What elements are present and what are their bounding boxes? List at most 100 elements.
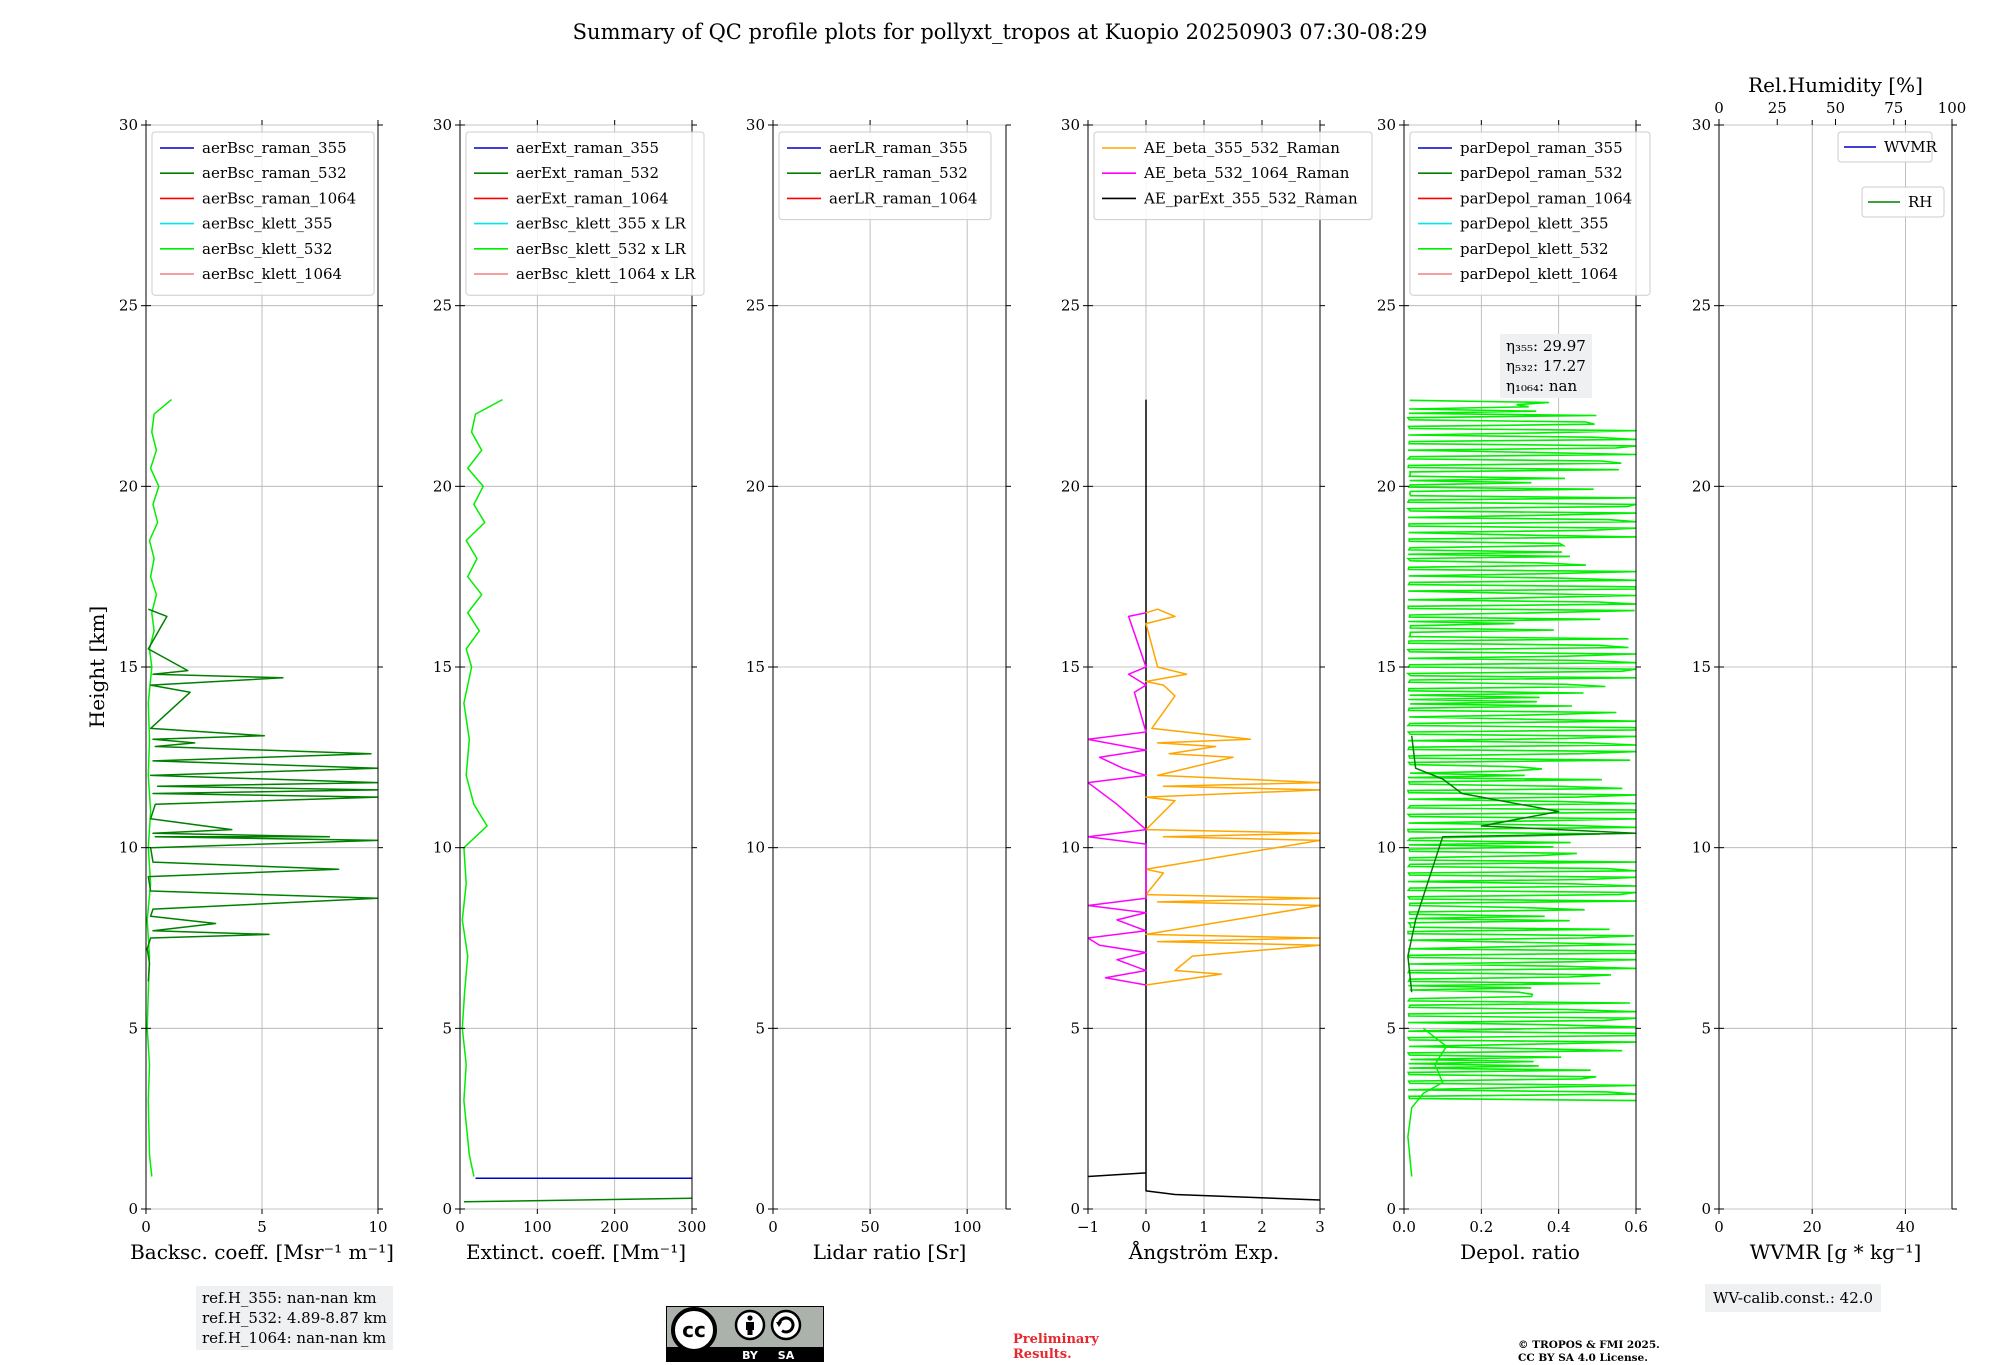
y-tick-label: 5 <box>128 1019 138 1037</box>
y-tick-label: 20 <box>1692 477 1711 495</box>
y-tick-label: 25 <box>119 297 138 315</box>
legend: parDepol_raman_355 parDepol_raman_532 parD… <box>1409 131 1651 296</box>
legend-label-aerLR_raman_1064: aerLR_raman_1064 <box>829 189 977 207</box>
series-line-parDepol_klett_532-layers <box>1405 399 1636 1102</box>
legend-label-parDepol_raman_532: parDepol_raman_532 <box>1460 164 1623 182</box>
preliminary-line-2: Results. <box>1013 1347 1072 1362</box>
legend-label-aerBsc_klett_355 x LR: aerBsc_klett_355 x LR <box>516 215 687 233</box>
legend-label-aerBsc_klett_532: aerBsc_klett_532 <box>202 240 333 258</box>
y-tick-label: 20 <box>119 477 138 495</box>
y-tick-label: 5 <box>1386 1019 1396 1037</box>
legend-box-WVMR: WVMR <box>1837 131 1938 163</box>
y-tick-label: 15 <box>746 658 765 676</box>
legend-label-aerExt_raman_355: aerExt_raman_355 <box>516 139 659 157</box>
x-axis-label: Backsc. coeff. [Msr⁻¹ m⁻¹] <box>130 1240 394 1264</box>
x-axis-label: Depol. ratio <box>1460 1240 1580 1264</box>
cc-text: cc <box>682 1318 706 1342</box>
series-line-aerBsc_raman_532 <box>146 608 378 982</box>
legend-label-aerBsc_klett_1064: aerBsc_klett_1064 <box>202 265 342 283</box>
y-tick-label: 20 <box>1377 477 1396 495</box>
legend-label-aerBsc_klett_355: aerBsc_klett_355 <box>202 215 333 233</box>
y-tick-label: 0 <box>442 1200 452 1218</box>
eta-355: η₃₅₅: 29.97 <box>1506 337 1586 355</box>
sa-label: SA <box>778 1349 795 1362</box>
legend-label-parDepol_raman_1064: parDepol_raman_1064 <box>1460 189 1632 207</box>
x-tick-label: −1 <box>1077 1218 1099 1236</box>
legend-label-parDepol_raman_355: parDepol_raman_355 <box>1460 139 1623 157</box>
legend-frame <box>1837 131 1933 163</box>
copyright-note: © TROPOS & FMI 2025. CC BY SA 4.0 Licens… <box>1518 1339 1660 1365</box>
series-line-AE_parExt_355_532_Raman <box>1088 399 1320 1201</box>
top-x-tick-label: 75 <box>1884 99 1903 117</box>
x-tick-label: 100 <box>523 1218 552 1236</box>
y-tick-label: 20 <box>433 477 452 495</box>
y-tick-label: 30 <box>119 116 138 134</box>
legend-label-aerExt_raman_1064: aerExt_raman_1064 <box>516 189 669 207</box>
top-x-tick-label: 50 <box>1826 99 1845 117</box>
legend-frame <box>1409 131 1651 296</box>
y-tick-label: 0 <box>1070 1200 1080 1218</box>
y-tick-label: 10 <box>1061 839 1080 857</box>
series-line-aerExt_raman_532 <box>463 1197 692 1203</box>
y-tick-label: 30 <box>1061 116 1080 134</box>
refh-355: ref.H_355: nan-nan km <box>202 1289 377 1307</box>
y-tick-label: 25 <box>1377 297 1396 315</box>
y-tick-label: 5 <box>1701 1019 1711 1037</box>
y-tick-label: 30 <box>1692 116 1711 134</box>
copyright-line-1: © TROPOS & FMI 2025. <box>1518 1339 1660 1351</box>
x-tick-label: 2 <box>1257 1218 1267 1236</box>
x-tick-label: 20 <box>1803 1218 1822 1236</box>
x-tick-label: 0.2 <box>1469 1218 1493 1236</box>
series-group <box>146 399 378 1177</box>
y-tick-label: 25 <box>1061 297 1080 315</box>
y-tick-label: 25 <box>433 297 452 315</box>
x-tick-label: 1 <box>1199 1218 1209 1236</box>
panel-bsc: 0 5 10 15 20 25 30 0 5 10 Backsc. coeff. [Msr⁻¹ m⁻… <box>119 116 394 1264</box>
y-tick-label: 30 <box>433 116 452 134</box>
x-tick-label: 50 <box>861 1218 880 1236</box>
preliminary-note: Preliminary Results. <box>1013 1332 1099 1362</box>
legend-label-aerBsc_klett_1064 x LR: aerBsc_klett_1064 x LR <box>516 265 696 283</box>
legend-frame <box>1093 131 1373 221</box>
y-tick-label: 5 <box>755 1019 765 1037</box>
top-x-tick-label: 100 <box>1938 99 1967 117</box>
legend-label-aerBsc_raman_1064: aerBsc_raman_1064 <box>202 189 356 207</box>
x-tick-label: 5 <box>257 1218 267 1236</box>
x-tick-label: 0.4 <box>1547 1218 1571 1236</box>
x-axis-label: WVMR [g * kg⁻¹] <box>1750 1240 1922 1264</box>
x-tick-label: 40 <box>1896 1218 1915 1236</box>
legend-label-AE_beta_532_1064_Raman: AE_beta_532_1064_Raman <box>1143 164 1350 182</box>
legend-label-WVMR: WVMR <box>1884 138 1938 156</box>
legend-frame <box>151 131 375 296</box>
y-axis-label: Height [km] <box>85 606 109 728</box>
y-tick-label: 30 <box>746 116 765 134</box>
y-tick-label: 10 <box>1692 839 1711 857</box>
x-tick-label: 100 <box>953 1218 982 1236</box>
legend-box-RH: RH <box>1861 186 1945 218</box>
cc-by-sa-badge[interactable]: cc BY SA <box>666 1306 824 1362</box>
refh-annotation: ref.H_355: nan-nan km ref.H_532: 4.89-8.… <box>196 1286 393 1350</box>
x-tick-label: 10 <box>368 1218 387 1236</box>
top-x-tick-label: 0 <box>1714 99 1724 117</box>
legend-label-parDepol_klett_355: parDepol_klett_355 <box>1460 215 1609 233</box>
legend: aerBsc_raman_355 aerBsc_raman_532 aerBsc_r… <box>151 131 375 296</box>
legend-label-aerLR_raman_532: aerLR_raman_532 <box>829 164 968 182</box>
legend-label-parDepol_klett_1064: parDepol_klett_1064 <box>1460 265 1618 283</box>
x-tick-label: 300 <box>678 1218 707 1236</box>
series-line-AE_beta_355_532_Raman <box>1145 608 1320 986</box>
series-group <box>461 398 692 1203</box>
legend-label-aerExt_raman_532: aerExt_raman_532 <box>516 164 659 182</box>
y-tick-label: 25 <box>1692 297 1711 315</box>
x-tick-label: 0 <box>141 1218 151 1236</box>
x-tick-label: 0 <box>1714 1218 1724 1236</box>
y-tick-label: 20 <box>1061 477 1080 495</box>
y-tick-label: 10 <box>1377 839 1396 857</box>
wv-calib-text: WV-calib.const.: 42.0 <box>1713 1289 1874 1307</box>
x-tick-label: 0.0 <box>1392 1218 1416 1236</box>
x-tick-label: 0 <box>455 1218 465 1236</box>
legend-label-parDepol_klett_532: parDepol_klett_532 <box>1460 240 1609 258</box>
eta-1064: η₁₀₆₄: nan <box>1506 377 1578 395</box>
